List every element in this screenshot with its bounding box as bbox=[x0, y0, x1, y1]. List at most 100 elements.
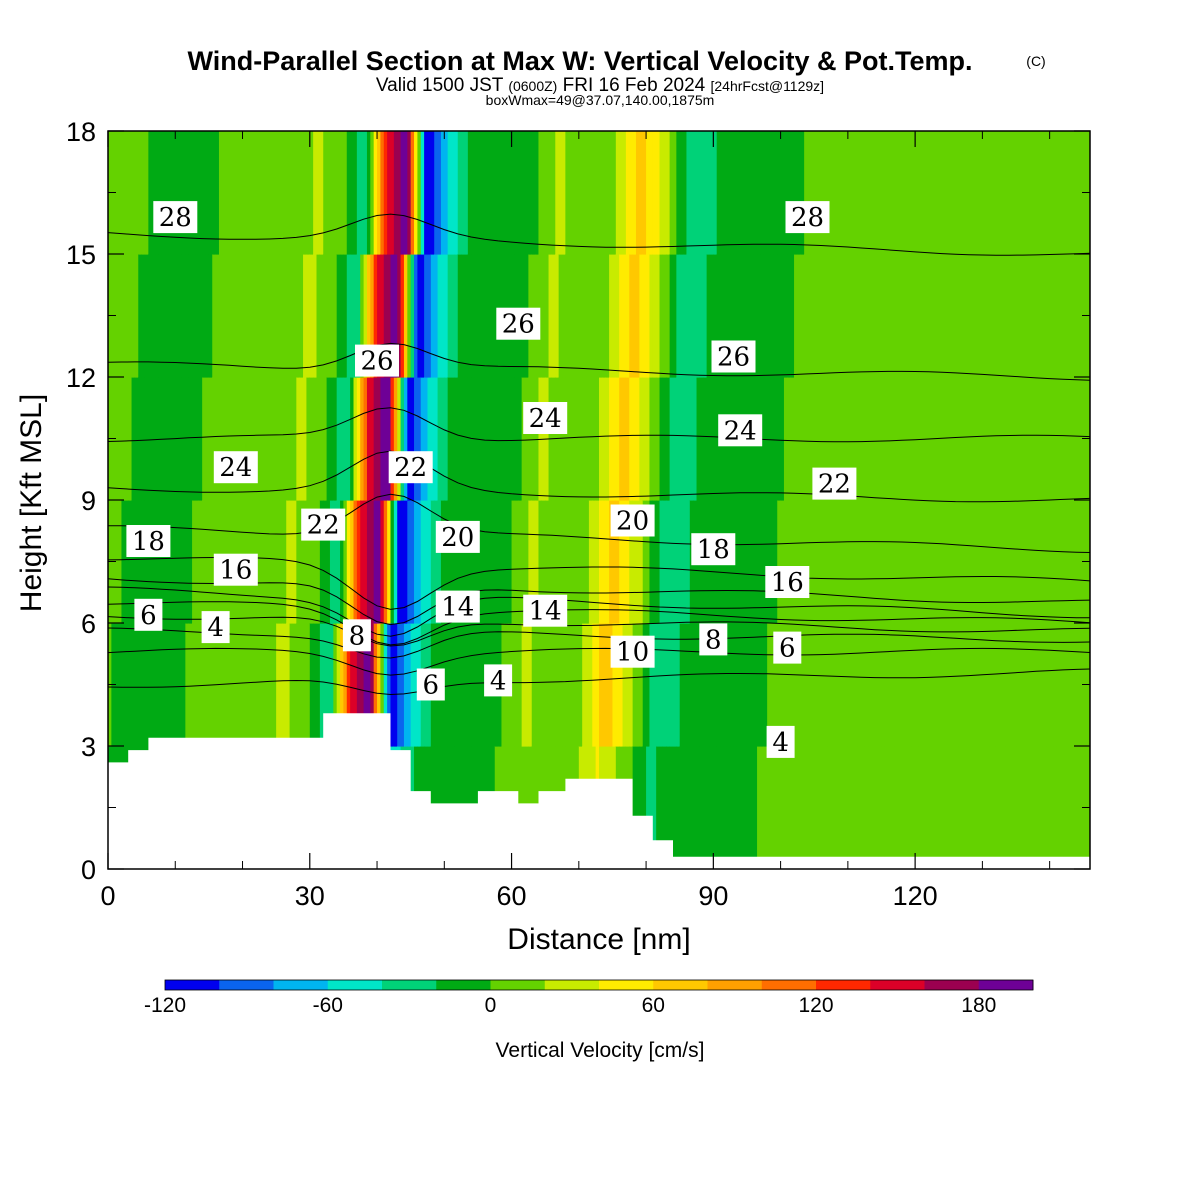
field-cell bbox=[373, 131, 378, 255]
field-cell bbox=[609, 254, 614, 378]
field-cell bbox=[124, 500, 129, 624]
field-cell bbox=[461, 623, 466, 747]
field-cell bbox=[249, 623, 254, 747]
field-cell bbox=[841, 131, 846, 255]
field-cell bbox=[999, 746, 1004, 869]
field-cell bbox=[868, 623, 872, 747]
field-cell bbox=[340, 131, 345, 255]
field-cell bbox=[1063, 623, 1068, 747]
field-cell bbox=[481, 623, 486, 747]
field-cell bbox=[915, 746, 920, 869]
field-cell bbox=[817, 746, 822, 869]
field-cell bbox=[138, 377, 143, 501]
field-cell bbox=[925, 623, 930, 747]
field-cell bbox=[763, 500, 768, 624]
y-tick-label: 18 bbox=[66, 117, 96, 147]
field-cell bbox=[851, 623, 856, 747]
field-cell bbox=[686, 377, 691, 501]
field-cell bbox=[346, 377, 351, 501]
field-cell bbox=[1012, 377, 1017, 501]
field-cell bbox=[831, 500, 836, 624]
field-cell bbox=[158, 377, 163, 501]
field-cell bbox=[780, 746, 785, 869]
field-cell bbox=[1012, 254, 1017, 378]
field-cell bbox=[820, 746, 825, 869]
colorbar-swatch bbox=[653, 980, 708, 990]
field-cell bbox=[1039, 377, 1044, 501]
field-cell bbox=[992, 746, 997, 869]
field-cell bbox=[790, 131, 795, 255]
contour-label: 16 bbox=[771, 568, 804, 598]
field-cell bbox=[578, 254, 583, 378]
field-cell bbox=[447, 254, 452, 378]
field-cell bbox=[390, 623, 395, 747]
contour-label-box bbox=[496, 307, 541, 340]
contour-label-box bbox=[523, 594, 568, 627]
field-cell bbox=[134, 623, 139, 747]
theta-contour bbox=[108, 342, 1090, 381]
field-cell bbox=[790, 500, 795, 624]
field-cell bbox=[992, 254, 997, 378]
field-cell bbox=[740, 500, 745, 624]
field-cell bbox=[171, 623, 176, 747]
field-cell bbox=[844, 746, 849, 869]
contour-label-box bbox=[213, 553, 258, 586]
field-cell bbox=[955, 500, 960, 624]
field-cell bbox=[615, 377, 620, 501]
field-cell bbox=[373, 623, 378, 747]
field-cell bbox=[239, 254, 244, 378]
field-cell bbox=[632, 254, 637, 378]
colorbar-swatch bbox=[382, 980, 437, 990]
field-cell bbox=[938, 254, 943, 378]
field-cell bbox=[440, 500, 445, 624]
field-cell bbox=[518, 377, 523, 501]
field-cell bbox=[928, 623, 933, 747]
field-cell bbox=[1069, 500, 1074, 624]
field-cell bbox=[948, 254, 953, 378]
field-cell bbox=[346, 623, 351, 747]
field-cell bbox=[266, 500, 271, 624]
field-cell bbox=[474, 500, 479, 624]
field-cell bbox=[488, 377, 492, 501]
field-cell bbox=[945, 746, 950, 869]
field-cell bbox=[723, 254, 728, 378]
field-cell bbox=[390, 500, 395, 624]
field-cell bbox=[316, 131, 321, 255]
contour-label: 14 bbox=[529, 597, 562, 627]
field-cell bbox=[602, 131, 607, 255]
field-cell bbox=[202, 500, 207, 624]
field-cell bbox=[689, 377, 694, 501]
field-cell bbox=[952, 500, 957, 624]
field-cell bbox=[491, 377, 496, 501]
field-cell bbox=[881, 623, 886, 747]
field-cell bbox=[918, 254, 923, 378]
field-cell bbox=[827, 254, 832, 378]
field-cell bbox=[841, 623, 846, 747]
field-cell bbox=[1076, 131, 1081, 255]
valid-date: FRI 16 Feb 2024 bbox=[563, 75, 706, 96]
field-cell bbox=[289, 500, 294, 624]
field-cell bbox=[1012, 746, 1017, 869]
field-cell bbox=[309, 377, 314, 501]
field-cell bbox=[666, 254, 671, 378]
field-cell bbox=[602, 500, 607, 624]
field-cell bbox=[804, 377, 809, 501]
field-cell bbox=[1049, 500, 1054, 624]
field-cell bbox=[931, 623, 936, 747]
contour-label-box bbox=[484, 664, 513, 697]
field-cell bbox=[158, 131, 163, 255]
field-cell bbox=[827, 623, 832, 747]
field-cell bbox=[1056, 254, 1061, 378]
field-cell bbox=[740, 131, 745, 255]
field-cell bbox=[427, 377, 432, 501]
field-cell bbox=[760, 623, 765, 747]
field-cell bbox=[538, 377, 543, 501]
field-cell bbox=[155, 254, 160, 378]
field-cell bbox=[968, 254, 973, 378]
field-cell bbox=[676, 254, 681, 378]
field-cell bbox=[279, 623, 284, 747]
field-cell bbox=[1063, 500, 1068, 624]
field-cell bbox=[205, 377, 210, 501]
field-cell bbox=[387, 623, 392, 747]
contour-label-box bbox=[342, 619, 371, 652]
